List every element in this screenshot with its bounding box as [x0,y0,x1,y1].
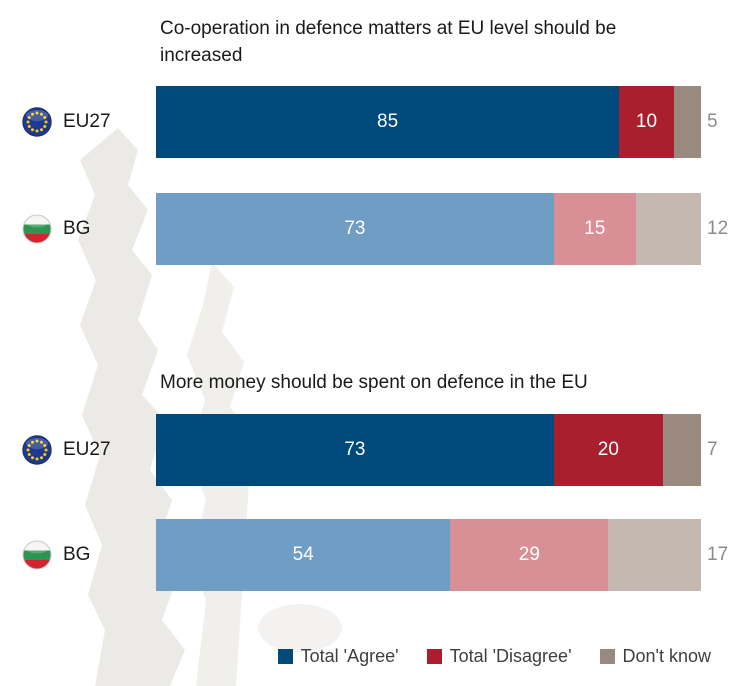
bar-value: 29 [518,544,540,565]
row-label: BG [22,519,90,591]
bar-segment-disagree: 20 [553,414,663,486]
legend-item: Total 'Agree' [277,646,399,667]
bar-value: 10 [635,111,658,132]
bar-segment-agree: 54 [156,519,451,591]
bar-value-outside: 5 [707,111,718,132]
stacked-bar: 73 15 [156,193,701,265]
bar-value-outside: 17 [707,544,729,565]
eu-flag-icon [22,435,52,465]
row-label: EU27 [22,86,111,158]
stacked-bar: 54 29 [156,519,701,591]
bulgaria-flag-icon [22,214,52,244]
chart-title-money: More money should be spent on defence in… [160,372,588,393]
legend-label: Total 'Disagree' [449,646,572,666]
eu-flag-icon [22,435,52,465]
bar-segment-disagree: 10 [619,86,674,158]
bar-value-outside: 12 [707,218,729,239]
legend-item: Total 'Disagree' [426,646,572,667]
legend-item: Don't know [599,646,711,667]
bar-value: 20 [597,439,619,460]
bar-value: 15 [584,218,606,239]
bar-row: EU27 73 20 7 [0,414,735,486]
stacked-bar: 73 20 [156,414,701,486]
bar-segment-dont-know [662,414,701,486]
legend-label: Don't know [622,646,711,666]
row-label-text: EU27 [63,111,111,132]
row-label: EU27 [22,414,111,486]
legend-label: Total 'Agree' [300,646,399,666]
bar-value: 73 [344,439,366,460]
row-label: BG [22,193,90,265]
bar-value: 85 [377,111,399,132]
bar-row: BG 54 29 17 [0,519,735,591]
chart-title-cooperation: Co-operation in defence matters at EU le… [160,18,617,66]
bar-segment-dont-know [635,193,701,265]
bar-segment-disagree: 29 [450,519,609,591]
row-label-text: EU27 [63,439,111,460]
bar-value-outside: 7 [707,439,718,460]
bar-segment-dont-know [608,519,701,591]
bar-segment-disagree: 15 [553,193,636,265]
eu-flag-icon [22,107,52,137]
bar-segment-dont-know [673,86,701,158]
row-label-text: BG [63,218,91,239]
legend: Total 'Agree' Total 'Disagree' Don't know [277,646,711,667]
bar-segment-agree: 73 [156,193,554,265]
bulgaria-flag-icon [22,214,52,244]
legend-swatch [599,649,615,664]
bar-segment-agree: 73 [156,414,554,486]
legend-swatch [277,649,293,664]
bar-row: EU27 85 10 5 [0,86,735,158]
row-label-text: BG [63,544,91,565]
bar-segment-agree: 85 [156,86,620,158]
legend-swatch [426,649,442,664]
bar-value: 73 [344,218,366,239]
bulgaria-flag-icon [22,540,52,570]
eu-flag-icon [22,107,52,137]
stacked-bar: 85 10 [156,86,701,158]
bulgaria-flag-icon [22,540,52,570]
bar-value: 54 [292,544,314,565]
bar-row: BG 73 15 12 [0,193,735,265]
